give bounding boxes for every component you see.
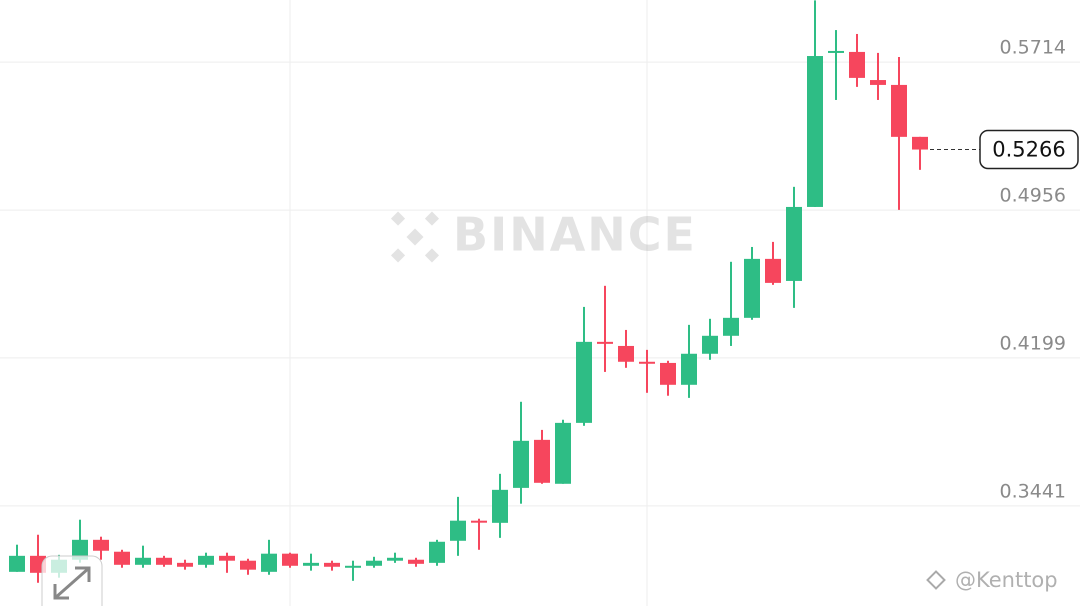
candle-body [723,317,739,336]
expand-button[interactable] [41,555,103,606]
candle-body [471,520,487,523]
candle-body [408,559,424,564]
candle-body [828,50,844,53]
y-tick-label: 0.4199 [1000,332,1066,354]
candle-body [198,555,214,565]
candle-body [912,136,928,150]
candle-body [387,557,403,561]
candle-body [177,562,193,567]
watermark-text: BINANCE [453,208,697,262]
candle-body [450,520,466,541]
y-tick-label: 0.5714 [1000,37,1066,59]
candle-body [324,562,340,567]
candle-body [114,551,130,565]
candle-body [891,84,907,137]
candle-body [702,335,718,354]
candle-body [639,361,655,364]
candle-body [261,553,277,572]
candle-body [282,553,298,566]
candle-body [660,362,676,385]
candle-body [555,422,571,484]
candle-body [681,353,697,385]
last-price-label: 0.5266 [992,138,1065,162]
candle-body [366,560,382,566]
candle-body [534,439,550,483]
candle-body [429,541,445,563]
candle-body [576,341,592,423]
candle-body [9,555,25,572]
watermark: BINANCE [390,208,697,263]
candle-body [135,557,151,565]
candle-body [156,557,172,565]
candle-body [345,565,361,568]
candle-body [618,345,634,362]
candle-body [93,539,109,551]
candle-body [513,440,529,488]
candle-body [303,562,319,566]
credit: @Kenttop [955,568,1058,592]
credit-logo [926,570,946,590]
last-price-box [979,129,1079,170]
candle-body [870,80,886,85]
candle-body [492,489,508,523]
candle-body [72,539,88,560]
y-tick-label: 0.3441 [1000,480,1066,502]
candle-body [597,341,613,344]
candle-body [240,560,256,570]
candle-body [765,258,781,283]
candle-body [744,258,760,318]
y-tick-label: 0.4956 [1000,185,1066,207]
candle-body [807,56,823,207]
candle-body [786,206,802,281]
candle-body [219,555,235,561]
candle-body [849,51,865,78]
